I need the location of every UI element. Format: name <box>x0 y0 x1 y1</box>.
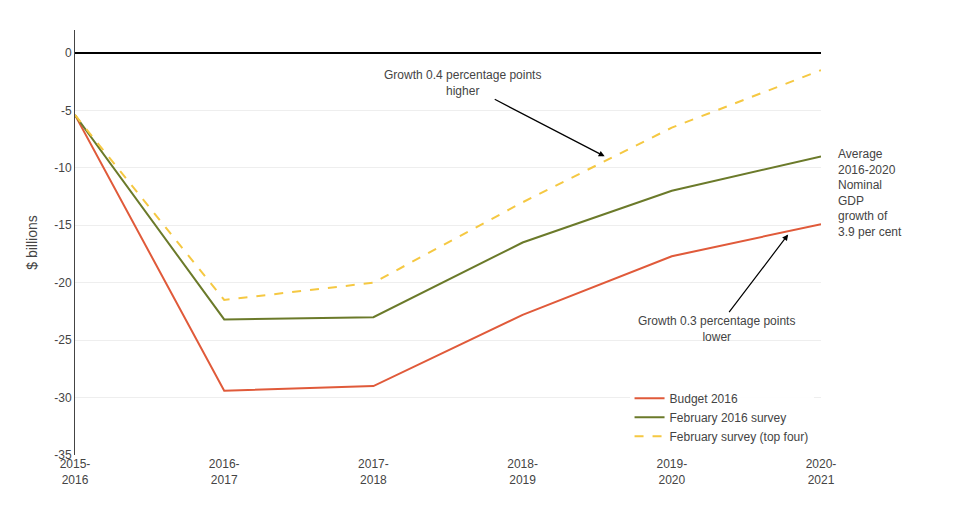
svg-text:-10: -10 <box>54 161 72 175</box>
svg-text:-35: -35 <box>54 448 72 462</box>
svg-text:Budget 2016: Budget 2016 <box>670 392 738 406</box>
svg-text:2016-2017: 2016-2017 <box>209 457 240 487</box>
svg-text:Average2016-2020NominalGDPgrow: Average2016-2020NominalGDPgrowth of3.9 p… <box>838 147 902 239</box>
svg-text:2015-2016: 2015-2016 <box>60 457 91 487</box>
svg-text:Growth 0.4 percentage pointshi: Growth 0.4 percentage pointshigher <box>384 68 541 98</box>
svg-text:2018-2019: 2018-2019 <box>507 457 538 487</box>
svg-text:-30: -30 <box>54 391 72 405</box>
svg-text:$ billions: $ billions <box>24 215 40 269</box>
svg-text:0: 0 <box>65 46 72 60</box>
svg-text:February survey (top four): February survey (top four) <box>670 430 809 444</box>
svg-text:-5: -5 <box>61 104 72 118</box>
svg-text:2017-2018: 2017-2018 <box>358 457 389 487</box>
svg-text:2019-2020: 2019-2020 <box>656 457 687 487</box>
svg-text:Growth 0.3 percentage pointslo: Growth 0.3 percentage pointslower <box>638 314 795 344</box>
svg-text:-20: -20 <box>54 276 72 290</box>
svg-text:2020-2021: 2020-2021 <box>806 457 837 487</box>
svg-text:-25: -25 <box>54 333 72 347</box>
svg-text:-15: -15 <box>54 218 72 232</box>
svg-text:February 2016 survey: February 2016 survey <box>670 411 787 425</box>
